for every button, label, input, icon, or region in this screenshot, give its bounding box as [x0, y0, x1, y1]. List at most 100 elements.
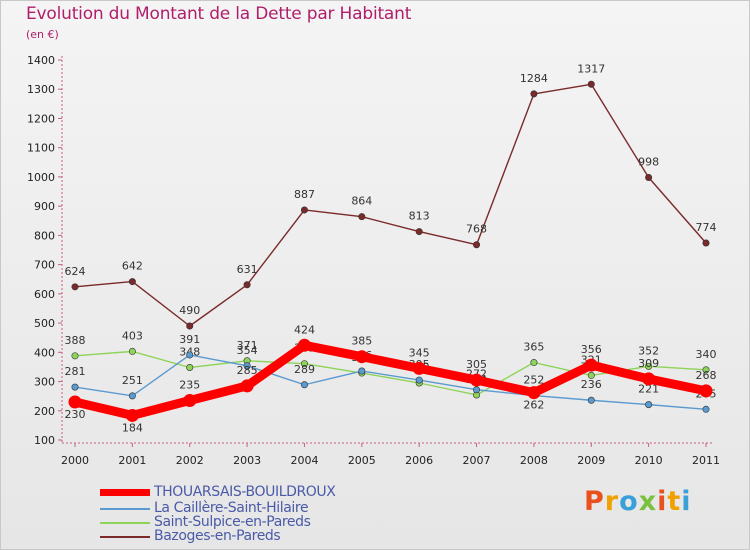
data-label: 642 [122, 260, 143, 273]
data-point [642, 372, 656, 386]
data-point [300, 381, 308, 389]
logo-letter: t [667, 486, 682, 517]
data-point [527, 386, 541, 400]
data-point [702, 405, 710, 413]
y-tick-label: 300 [34, 376, 55, 389]
data-label: 768 [466, 223, 487, 236]
legend-swatch-thouarsais [100, 489, 150, 496]
data-point [415, 228, 423, 236]
series-line-1 [74, 354, 707, 411]
y-tick-label: 500 [34, 317, 55, 330]
data-label: 285 [237, 364, 258, 377]
data-label: 345 [409, 346, 430, 359]
x-tick-label: 2010 [635, 454, 663, 467]
data-point [300, 360, 308, 368]
data-point [358, 213, 366, 221]
data-point [243, 281, 251, 289]
data-label: 1284 [520, 72, 548, 85]
data-label: 235 [179, 379, 200, 392]
data-label: 998 [638, 156, 659, 169]
data-point [358, 367, 366, 375]
data-label: 252 [523, 374, 544, 387]
data-point [71, 283, 79, 291]
data-point [186, 322, 194, 330]
x-tick-label: 2009 [577, 454, 605, 467]
data-point [702, 239, 710, 247]
data-point [128, 347, 136, 355]
legend-swatch-saint-sulpice [100, 522, 150, 524]
legend-swatch-bazoges [100, 536, 150, 538]
unit-label: (en €) [26, 28, 59, 41]
data-label: 356 [581, 343, 602, 356]
x-tick-label: 2008 [520, 454, 548, 467]
logo-letter: r [604, 486, 620, 517]
data-point [587, 371, 595, 379]
legend-label-saint-sulpice: Saint-Sulpice-en-Pareds [154, 514, 311, 530]
series-line-3 [74, 83, 707, 327]
data-label: 236 [581, 378, 602, 391]
y-tick-label: 1000 [27, 171, 55, 184]
logo-letter: P [584, 486, 605, 517]
data-point [243, 362, 251, 370]
data-label: 354 [237, 344, 258, 357]
data-label: 385 [351, 335, 372, 348]
y-tick-label: 1200 [27, 112, 55, 125]
data-label: 230 [65, 408, 86, 421]
data-point [470, 373, 484, 387]
data-point [645, 174, 653, 182]
data-point [530, 90, 538, 98]
y-tick-label: 1100 [27, 142, 55, 155]
legend-swatch-la-cailliere [100, 508, 150, 510]
data-label: 281 [65, 365, 86, 378]
data-label: 340 [696, 348, 717, 361]
logo-letter: x [638, 486, 658, 517]
y-tick-label: 1300 [27, 83, 55, 96]
data-label: 1317 [577, 62, 605, 75]
data-label: 221 [638, 383, 659, 396]
series-line-2 [74, 350, 707, 396]
data-point [128, 278, 136, 286]
data-label: 424 [294, 323, 315, 336]
data-label: 262 [523, 399, 544, 412]
data-label: 305 [466, 358, 487, 371]
data-point [587, 80, 595, 88]
logo-letter: i [657, 486, 668, 517]
legend-label-thouarsais: THOUARSAIS-BOUILDROUX [154, 484, 336, 500]
series-line-0 [70, 340, 711, 420]
data-label: 813 [409, 210, 430, 223]
data-point [473, 386, 481, 394]
data-label: 490 [179, 304, 200, 317]
data-point [645, 362, 653, 370]
data-label: 184 [122, 421, 143, 434]
logo-letter: i [681, 486, 692, 517]
data-label: 371 [237, 339, 258, 352]
data-point [240, 379, 254, 393]
y-tick-label: 700 [34, 259, 55, 272]
proxiti-logo: Proxiti [584, 486, 692, 517]
chart-title: Evolution du Montant de la Dette par Hab… [26, 4, 412, 24]
x-tick-label: 2007 [463, 454, 491, 467]
data-point [186, 364, 194, 372]
data-point [699, 384, 713, 398]
data-label: 388 [65, 334, 86, 347]
data-label: 864 [351, 195, 372, 208]
legend-label-bazoges: Bazoges-en-Pareds [154, 528, 281, 544]
y-tick-label: 200 [34, 405, 55, 418]
data-point [300, 206, 308, 214]
x-tick-label: 2005 [348, 454, 376, 467]
data-point [297, 338, 311, 352]
data-point [128, 392, 136, 400]
data-label: 774 [696, 221, 717, 234]
data-point [412, 361, 426, 375]
data-point [530, 359, 538, 367]
data-label: 403 [122, 329, 143, 342]
y-tick-label: 400 [34, 346, 55, 359]
y-tick-label: 100 [34, 434, 55, 447]
data-point [71, 383, 79, 391]
x-tick-label: 2002 [176, 454, 204, 467]
data-point [473, 241, 481, 249]
data-point [587, 396, 595, 404]
logo-letter: o [619, 486, 639, 517]
data-point [702, 366, 710, 374]
y-tick-label: 1400 [27, 54, 55, 67]
